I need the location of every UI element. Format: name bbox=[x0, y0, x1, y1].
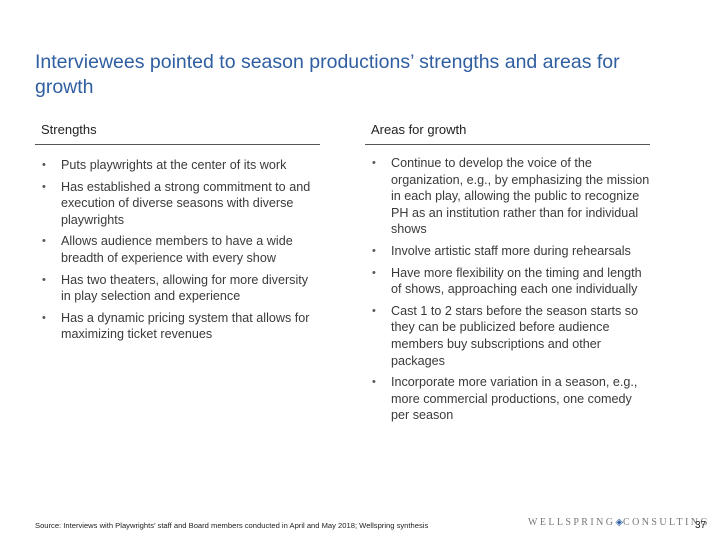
list-item-text: Has established a strong commitment to a… bbox=[61, 179, 311, 227]
strengths-column: Strengths • Puts playwrights at the cente… bbox=[35, 118, 320, 348]
bullet-icon: • bbox=[372, 157, 376, 169]
bullet-icon: • bbox=[372, 266, 376, 279]
list-item-text: Continue to develop the voice of the org… bbox=[391, 156, 650, 237]
bullet-icon: • bbox=[372, 376, 376, 389]
bullet-icon: • bbox=[42, 311, 46, 324]
growth-list: • Continue to develop the voice of the or… bbox=[365, 155, 650, 424]
list-item-text: Cast 1 to 2 stars before the season star… bbox=[391, 303, 639, 368]
list-item: • Puts playwrights at the center of its w… bbox=[35, 157, 320, 174]
strengths-list: • Puts playwrights at the center of its w… bbox=[35, 157, 320, 343]
list-item: • Continue to develop the voice of the or… bbox=[365, 155, 650, 238]
list-item: • Has a dynamic pricing system that allow… bbox=[35, 310, 320, 343]
logo-mark-icon: ◈ bbox=[615, 517, 624, 528]
bullet-icon: • bbox=[42, 180, 46, 193]
list-item-text: Have more flexibility on the timing and … bbox=[391, 265, 642, 297]
bullet-icon: • bbox=[42, 159, 46, 171]
list-item-text: Involve artistic staff more during rehea… bbox=[391, 243, 631, 258]
list-item: • Have more flexibility on the timing and… bbox=[365, 265, 650, 298]
bullet-icon: • bbox=[372, 304, 376, 317]
page-number: 37 bbox=[695, 520, 707, 531]
list-item-text: Allows audience members to have a wide b… bbox=[61, 234, 293, 265]
logo-text-left: WELLSPRING bbox=[528, 517, 616, 528]
slide-title: Interviewees pointed to season productio… bbox=[35, 51, 620, 98]
growth-heading: Areas for growth bbox=[365, 118, 650, 145]
list-item: • Cast 1 to 2 stars before the season sta… bbox=[365, 303, 650, 369]
list-item: • Allows audience members to have a wide … bbox=[35, 233, 320, 266]
bullet-icon: • bbox=[372, 244, 376, 257]
logo-text-right: CONSULTING bbox=[623, 517, 711, 528]
bullet-icon: • bbox=[42, 273, 46, 286]
bullet-icon: • bbox=[42, 235, 46, 248]
list-item: • Has established a strong commitment to … bbox=[35, 179, 320, 229]
company-logo: WELLSPRING◈CONSULTING bbox=[528, 517, 710, 528]
list-item-text: Has a dynamic pricing system that allows… bbox=[61, 310, 310, 342]
list-item: • Incorporate more variation in a season,… bbox=[365, 374, 650, 424]
list-item-text: Has two theaters, allowing for more dive… bbox=[61, 272, 309, 304]
source-note: Source: Interviews with Playwrights’ sta… bbox=[35, 521, 429, 530]
list-item: • Has two theaters, allowing for more div… bbox=[35, 272, 320, 305]
list-item-text: Incorporate more variation in a season, … bbox=[391, 375, 638, 423]
list-item: • Involve artistic staff more during rehe… bbox=[365, 243, 650, 260]
growth-column: Areas for growth • Continue to develop th… bbox=[365, 118, 650, 429]
strengths-heading: Strengths bbox=[35, 118, 320, 145]
list-item-text: Puts playwrights at the center of its wo… bbox=[61, 158, 287, 172]
